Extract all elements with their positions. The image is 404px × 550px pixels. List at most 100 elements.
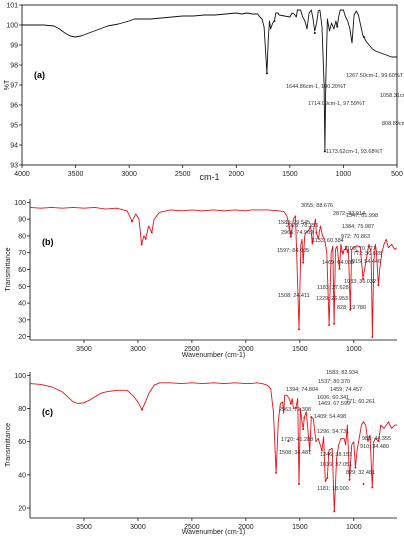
peak-marker (338, 267, 341, 270)
peak-marker (377, 440, 380, 443)
peak-label: 808.89cm-1 (382, 121, 404, 127)
y-tick-label: 100 (14, 200, 26, 207)
y-tick-label: 80 (18, 406, 26, 413)
x-tick-label: 2000 (228, 171, 244, 178)
peak-marker (349, 308, 352, 311)
peak-label: 772; 50.628 (353, 251, 382, 257)
x-tick-label: 500 (391, 171, 403, 178)
x-tick-label: 3000 (130, 524, 146, 531)
x-tick-label: 3500 (68, 171, 84, 178)
y-tick-label: 98 (10, 63, 18, 70)
peak-label: 1039; 37.051 (320, 462, 352, 468)
peak-marker (273, 20, 276, 22)
y-axis-title: Transmittance (5, 423, 12, 467)
y-tick-label: 100 (14, 373, 26, 380)
peak-marker (302, 261, 305, 264)
peak-label: 910; 34.480 (360, 444, 389, 450)
panel-label: (b) (42, 237, 54, 247)
peak-marker (328, 323, 331, 326)
y-tick-label: 50 (18, 284, 26, 291)
peak-marker (371, 336, 374, 339)
y-tick-label: 94 (10, 143, 18, 150)
y-axis-title: %T (4, 79, 11, 90)
x-tick-label: 1500 (282, 171, 298, 178)
peak-label: 1409; 54.498 (314, 414, 346, 420)
peak-label: 1537; 80.370 (318, 379, 350, 385)
x-axis-title: Wavenumber (cm-1) (182, 352, 246, 359)
y-tick-label: 80 (18, 233, 26, 240)
peak-label: 1246; 38.151 (320, 452, 352, 458)
peak-marker (354, 466, 357, 469)
peak-marker (297, 483, 300, 486)
peak-label: 1508; 34.481 (279, 450, 311, 456)
peak-marker (377, 284, 380, 287)
peak-label: 1384; 75.987 (342, 224, 374, 230)
peak-marker (361, 277, 364, 280)
peak-label: 1033; 36.032 (344, 279, 376, 285)
y-axis-title: Transmittance (5, 247, 12, 291)
y-tick-label: 30 (18, 317, 26, 324)
peak-label: 1583; 79.545 (278, 220, 310, 226)
x-tick-label: 3000 (121, 171, 137, 178)
peak-marker (289, 402, 292, 405)
x-tick-label: 3500 (76, 346, 92, 353)
peak-marker (336, 25, 339, 28)
peak-label: 1714.09cm-1, 97.59%T (308, 101, 366, 107)
y-tick-label: 95 (10, 123, 18, 130)
peak-label: 1181; 18.000 (317, 486, 349, 492)
peak-marker (355, 250, 358, 253)
x-tick-label: 2500 (184, 524, 200, 531)
peak-label: 1347; 81.998 (346, 213, 378, 219)
peak-label: 771; 60.261 (346, 399, 375, 405)
peak-marker (288, 227, 291, 230)
peak-label: 1644.86cm-1, 100.20%T (286, 84, 347, 90)
x-tick-label: 4000 (14, 171, 30, 178)
peak-label: 1173.62cm-1, 93.68%T (326, 149, 383, 155)
x-tick-label: 2500 (184, 346, 200, 353)
peak-label: 2928; 78.353 (286, 223, 318, 229)
peak-label: 2966; 74.909 (281, 230, 313, 236)
peak-marker (140, 243, 143, 246)
spectrum-line (29, 382, 397, 512)
panel-label: (a) (34, 70, 45, 80)
peak-label: 915; 54.446 (352, 259, 381, 265)
peak-marker (313, 32, 316, 34)
spectrum-line (22, 9, 397, 152)
peak-label: 1720; 41.288 (281, 437, 313, 443)
y-tick-label: 93 (10, 163, 18, 170)
x-tick-label: 1000 (346, 346, 362, 353)
peak-marker (323, 150, 326, 153)
peak-marker (348, 478, 351, 481)
x-tick-label: 3500 (76, 524, 92, 531)
peak-marker (341, 250, 344, 253)
y-tick-label: 20 (18, 506, 26, 513)
peak-marker (311, 241, 314, 244)
peak-marker (320, 449, 323, 452)
peak-marker (333, 322, 336, 325)
x-axis-title: cm-1 (200, 172, 220, 182)
peak-marker (265, 72, 268, 75)
panel-a-chart: 4000 3500 3000 2500 2000 1500 1000 500 93 94 95 96 9… (4, 3, 404, 183)
peak-marker (297, 328, 300, 331)
x-tick-label: 3000 (130, 346, 146, 353)
panel-c-chart: 3500 3000 2500 2000 1500 1000 20 40 60 80 100 Waven… (5, 370, 397, 536)
peak-label: 1394; 74.804 (286, 387, 318, 393)
peak-marker (131, 220, 134, 223)
peak-label: 1133; 60.384 (312, 238, 344, 244)
peak-marker (362, 36, 365, 38)
peak-label: 2872; 82.014 (333, 211, 365, 217)
peak-marker (362, 483, 365, 486)
peak-label: 3055; 88.676 (301, 203, 333, 209)
peak-marker (308, 449, 311, 452)
panel-label: (c) (42, 407, 53, 417)
x-tick-label: 1000 (336, 171, 352, 178)
y-tick-label: 20 (18, 334, 26, 341)
peak-label: 1469; 64.085 (322, 260, 354, 266)
peak-marker (315, 231, 318, 234)
peak-marker (294, 406, 297, 409)
peak-marker (150, 231, 153, 234)
peak-label: 1583; 82.934 (326, 370, 358, 376)
peak-label: 1229; 26.953 (316, 296, 348, 302)
peak-label: 1267.50cm-1, 99.60%T (346, 73, 404, 79)
